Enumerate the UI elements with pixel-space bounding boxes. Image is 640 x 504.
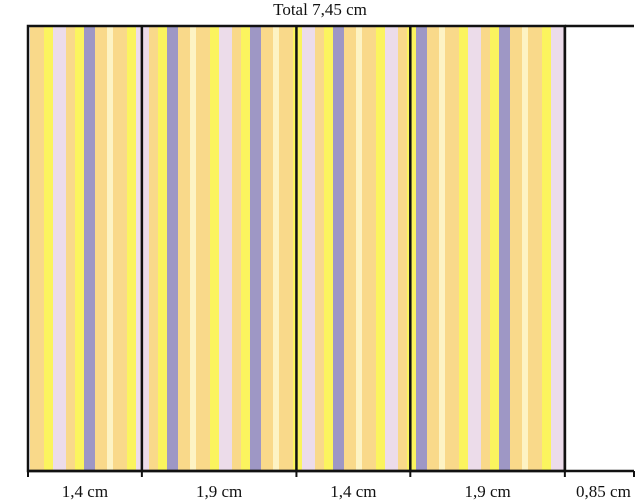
stripe-cream <box>522 26 528 471</box>
stripe-yellow <box>459 26 468 471</box>
stripe-lilac <box>551 26 564 471</box>
stripe-yellow <box>376 26 385 471</box>
stripe-yellow <box>490 26 499 471</box>
stripe-yellow <box>324 26 333 471</box>
stripe-cream <box>273 26 279 471</box>
stripe-cream <box>190 26 196 471</box>
stripe-cream <box>107 26 113 471</box>
segment-label-2: 1,9 cm <box>196 482 243 501</box>
segment-label-4: 1,9 cm <box>464 482 511 501</box>
segment-label-5: 0,85 cm <box>576 482 631 501</box>
stripe-orange <box>362 26 376 471</box>
stripe-orange <box>510 26 522 471</box>
stripe-fill <box>30 26 565 471</box>
stripe-lilac <box>53 26 66 471</box>
stripe-orange <box>279 26 293 471</box>
stripe-purple <box>499 26 510 471</box>
total-width-label: Total 7,45 cm <box>273 0 367 19</box>
stripe-yellow <box>542 26 551 471</box>
stripe-purple <box>250 26 261 471</box>
stripe-cream <box>356 26 362 471</box>
stripe-lilac <box>302 26 315 471</box>
stripe-orange <box>149 26 158 471</box>
stripe-orange <box>261 26 273 471</box>
stripe-yellow <box>241 26 250 471</box>
stripe-orange <box>315 26 324 471</box>
stripe-purple <box>416 26 427 471</box>
stripe-purple <box>167 26 178 471</box>
stripe-orange <box>344 26 356 471</box>
stripe-lilac <box>385 26 398 471</box>
stripe-purple <box>333 26 344 471</box>
stripe-orange <box>427 26 439 471</box>
stripe-orange <box>196 26 210 471</box>
stripe-yellow <box>127 26 136 471</box>
stripe-orange <box>95 26 107 471</box>
segment-label-1: 1,4 cm <box>61 482 109 501</box>
stripe-yellow <box>210 26 219 471</box>
stripe-orange <box>445 26 459 471</box>
panel-outlines <box>26 24 635 477</box>
stripe-yellow <box>44 26 53 471</box>
stripe-yellow <box>75 26 84 471</box>
stripe-lilac <box>219 26 232 471</box>
stripe-orange <box>232 26 241 471</box>
stripe-lilac <box>468 26 481 471</box>
stripe-orange <box>113 26 127 471</box>
stripe-orange <box>178 26 190 471</box>
stripe-orange <box>398 26 407 471</box>
stripe-orange <box>481 26 490 471</box>
stripe-yellow <box>158 26 167 471</box>
stripe-orange <box>66 26 75 471</box>
segment-label-3: 1,4 cm <box>330 482 377 501</box>
stripe-orange <box>30 26 44 471</box>
stripe-orange <box>528 26 542 471</box>
stripe-purple <box>84 26 95 471</box>
stripe-cream <box>439 26 445 471</box>
